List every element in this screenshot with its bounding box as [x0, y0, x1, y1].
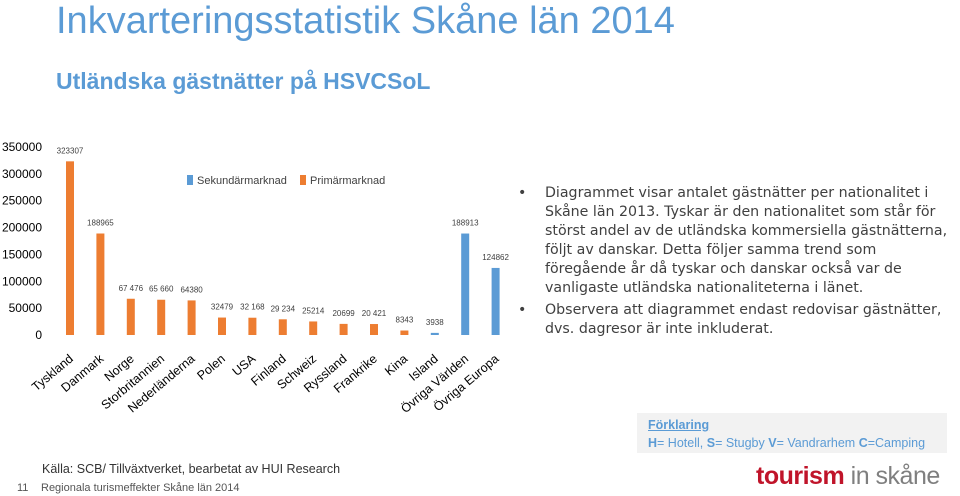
key-v: V: [768, 436, 777, 450]
bar-chart: 350000 300000 250000 200000 150000 100000 5000…: [2, 140, 510, 416]
data-label: 124862: [482, 253, 509, 262]
y-tick-label: 300000: [2, 167, 42, 181]
data-label: 20699: [332, 309, 355, 318]
page-number: 11: [17, 482, 29, 494]
bullet-icon: •: [518, 185, 527, 201]
y-tick-label: 150000: [2, 247, 42, 261]
bullet-text: Diagrammet visar antalet gästnätter per …: [545, 185, 948, 296]
legend-swatch: [187, 175, 193, 185]
explanation-title: Förklaring: [648, 418, 710, 432]
y-tick-label: 0: [35, 328, 42, 342]
data-label: 32479: [211, 303, 234, 312]
bar-7: [248, 317, 257, 335]
key-c: C: [858, 436, 868, 450]
logo-part1: tourism: [756, 462, 845, 490]
legend-label: Sekundärmarknad: [197, 175, 287, 187]
bar-15: [491, 267, 500, 335]
data-label: 65 660: [149, 285, 174, 294]
key-c-text: =Camping: [867, 436, 926, 450]
source-note: Källa: SCB/ Tillväxtverket, bearbetat av…: [42, 462, 341, 476]
key-s-text: = Stugby: [715, 436, 769, 450]
key-v-text: = Vandrarhem: [776, 436, 859, 450]
page-title: Inkvarteringsstatistik Skåne län 2014: [56, 0, 675, 42]
data-label: 188965: [87, 218, 114, 227]
y-tick-label: 250000: [2, 194, 42, 208]
y-tick-label: 200000: [2, 221, 42, 235]
bar-12: [400, 330, 409, 335]
bar-8: [278, 319, 287, 335]
data-label: 20 421: [362, 309, 387, 318]
bullet-item: • Diagrammet visar antalet gästnätter per…: [518, 184, 958, 298]
bar-1: [66, 161, 74, 335]
y-tick-label: 50000: [9, 301, 43, 315]
logo-part2: in skåne: [844, 462, 941, 490]
data-label: 64380: [180, 285, 203, 294]
key-s: S: [706, 436, 716, 450]
bar-3: [126, 298, 135, 335]
data-label: 8343: [396, 316, 414, 325]
bar-11: [370, 324, 378, 335]
bar-13: [430, 332, 439, 335]
data-label: 25214: [302, 306, 325, 315]
explanation-text: H= Hotell, S= Stugby V= Vandrarhem C=Cam…: [648, 434, 925, 453]
page-subtitle: Utländska gästnätter på HSVCSoL: [56, 68, 431, 94]
data-label: 32 168: [240, 303, 265, 312]
bar-4: [157, 299, 166, 335]
key-h: H: [648, 436, 658, 450]
legend-label: Primärmarknad: [310, 175, 385, 187]
y-tick-label: 100000: [2, 274, 42, 288]
x-tick-label: Polen: [194, 352, 228, 383]
explanation-box: Förklaring H= Hotell, S= Stugby V= Vandr…: [637, 413, 947, 453]
data-label: 3938: [426, 318, 444, 327]
bar-6: [218, 317, 226, 335]
bar-2: [96, 233, 105, 335]
bullet-icon: •: [518, 302, 527, 318]
tourism-in-skane-logo: tourism in skåne: [756, 462, 940, 491]
bullet-text: Observera att diagrammet endast redovisa…: [545, 302, 942, 337]
bullet-list: • Diagrammet visar antalet gästnätter per…: [518, 184, 958, 342]
bar-10: [339, 323, 348, 335]
data-label: 323307: [57, 146, 84, 155]
data-label: 29 234: [271, 304, 296, 313]
bar-14: [461, 233, 470, 335]
bar-9: [309, 321, 318, 335]
legend-swatch: [300, 175, 306, 185]
bar-5: [187, 300, 196, 335]
data-label: 67 476: [119, 284, 144, 293]
bullet-item: • Observera att diagrammet endast redovis…: [518, 301, 958, 339]
footer-text: Regionala turismeffekter Skåne län 2014: [41, 482, 240, 494]
key-h-text: = Hotell,: [657, 436, 707, 450]
y-tick-label: 350000: [2, 140, 42, 154]
data-label: 188913: [452, 219, 479, 228]
